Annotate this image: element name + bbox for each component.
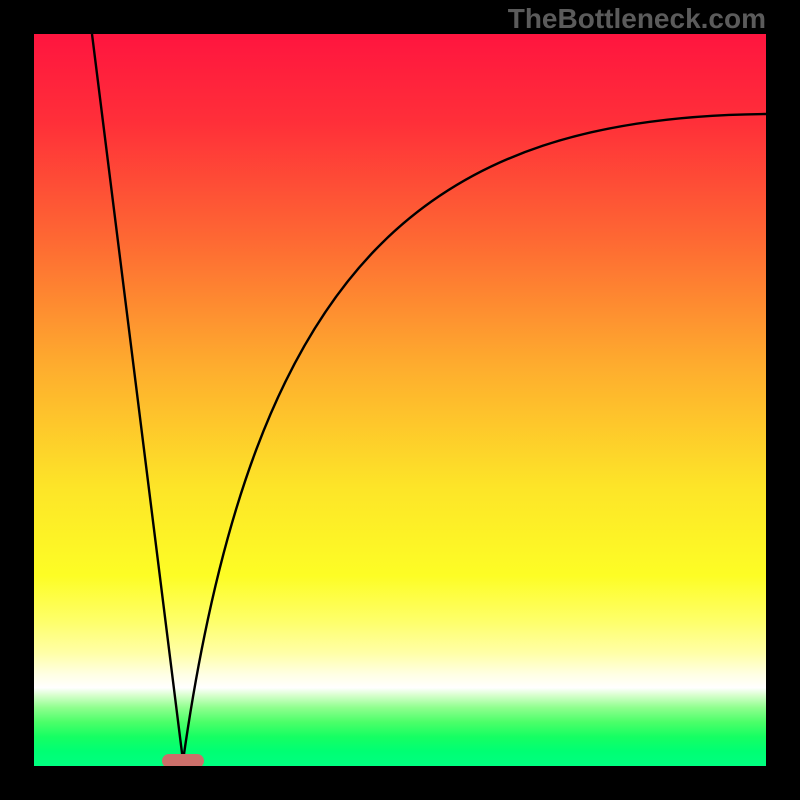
optimum-marker <box>162 754 204 766</box>
plot-area <box>34 34 766 766</box>
watermark-text: TheBottleneck.com <box>508 3 766 35</box>
bottleneck-curve <box>34 34 766 766</box>
chart-container: TheBottleneck.com <box>0 0 800 800</box>
